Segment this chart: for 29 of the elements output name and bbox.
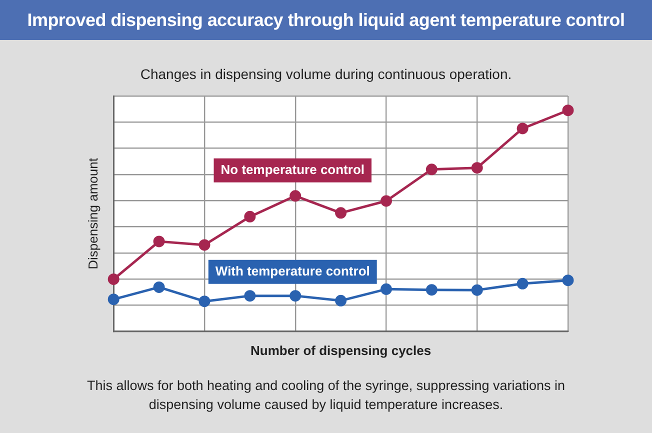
point [426, 164, 438, 176]
point [290, 190, 302, 202]
x-axis-title: Number of dispensing cycles [250, 342, 432, 358]
point [198, 296, 210, 308]
chart-subtitle: Changes in dispensing volume during continuous operation. [139, 66, 513, 82]
series-label: With temperature control [215, 263, 370, 278]
point [244, 210, 256, 222]
point [562, 274, 574, 286]
point [335, 207, 347, 219]
point [380, 195, 392, 207]
point [562, 104, 574, 116]
point [516, 278, 528, 290]
point [198, 239, 210, 251]
point [108, 294, 120, 306]
series-label: No temperature control [220, 162, 365, 177]
point [471, 162, 483, 174]
point [426, 284, 438, 296]
text: This allows for both heating and cooling of the syringe, suppressing variations in dispensing volume caused by liquid temperature increases. [86, 377, 566, 414]
point [335, 294, 347, 306]
point [153, 236, 165, 248]
y-axis-title: Dispensing amount [85, 158, 100, 270]
point [153, 281, 165, 293]
chart-title: Improved dispensing accuracy through liquid agent temperature control [0, 0, 652, 40]
point [471, 284, 483, 296]
point [380, 283, 392, 295]
point [244, 290, 256, 302]
point [108, 273, 120, 285]
point [290, 290, 302, 302]
point [516, 122, 528, 134]
